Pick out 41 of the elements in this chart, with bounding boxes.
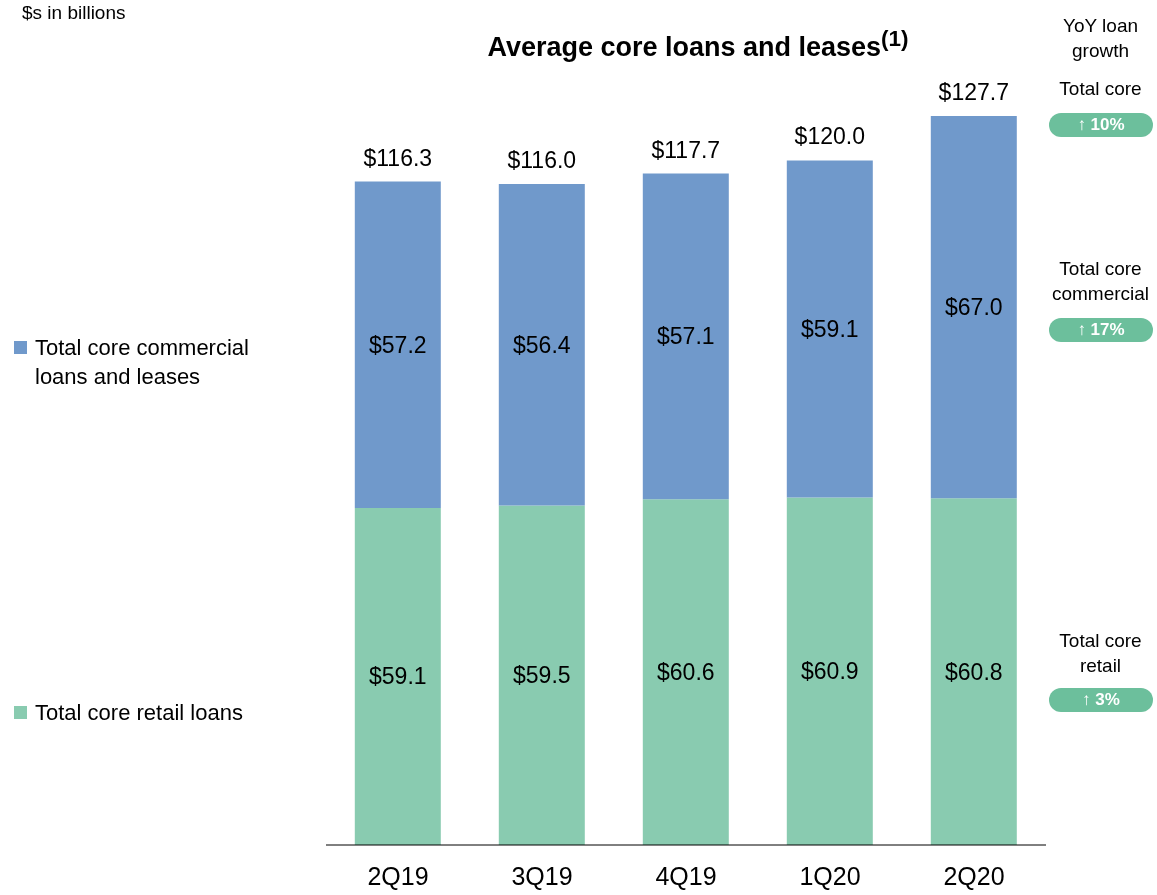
bar — [786, 497, 873, 845]
data-label: $59.1 — [369, 663, 427, 690]
data-label: $59.5 — [513, 662, 571, 689]
text: Total core commercial — [1051, 258, 1150, 304]
data-label: $59.1 — [801, 316, 859, 343]
bar — [354, 507, 441, 845]
x-tick-label: 2Q19 — [367, 861, 429, 890]
bar — [786, 160, 873, 498]
bar — [498, 505, 585, 845]
total-label: $127.7 — [938, 79, 1009, 105]
total-label: $116.0 — [507, 146, 577, 173]
bar — [354, 181, 441, 508]
bar — [642, 499, 729, 845]
bar — [498, 183, 585, 506]
chart-title: Average core loans and leases$^{(1)}$ — [487, 26, 909, 62]
x-tick-label: 2Q20 — [943, 861, 1005, 890]
text: $s in billions — [22, 2, 126, 23]
x-tick-label: 4Q19 — [655, 861, 717, 890]
text: ↑ 17% — [1077, 320, 1125, 339]
text: ↑ 10% — [1077, 115, 1125, 134]
data-label: $57.1 — [657, 323, 715, 350]
data-label: $60.6 — [657, 659, 715, 686]
bar — [642, 173, 729, 500]
legend-label: Total core retail loans — [35, 699, 243, 727]
text: Total core — [1059, 78, 1142, 99]
data-label: $57.2 — [369, 331, 427, 358]
total-label: $120.0 — [794, 123, 865, 150]
total-label: $116.3 — [363, 144, 433, 171]
text: ↑ 3% — [1082, 690, 1120, 709]
text: Total core retail — [1059, 630, 1142, 676]
data-label: $56.4 — [513, 331, 571, 358]
data-label: $60.8 — [945, 658, 1003, 685]
x-tick-label: 1Q20 — [799, 861, 861, 890]
x-tick-label: 3Q19 — [511, 861, 573, 890]
bar — [930, 498, 1017, 845]
text: YoY loan growth — [1062, 15, 1139, 61]
total-label: $117.7 — [651, 136, 721, 163]
data-label: $60.9 — [801, 658, 859, 685]
data-label: $67.0 — [945, 294, 1003, 321]
bar — [930, 116, 1017, 499]
legend-label: Total core commercial loans and leases — [35, 334, 250, 391]
